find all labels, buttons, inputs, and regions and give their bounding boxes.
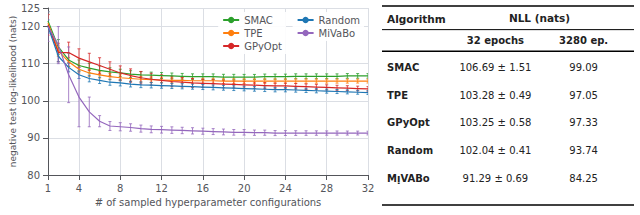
svg-text:97.05: 97.05 xyxy=(569,90,598,101)
svg-text:8: 8 xyxy=(117,183,123,194)
svg-text:32: 32 xyxy=(362,183,375,194)
svg-text:125: 125 xyxy=(21,3,40,14)
svg-text:97.33: 97.33 xyxy=(569,117,598,128)
svg-text:28: 28 xyxy=(320,183,333,194)
svg-text:TPE: TPE xyxy=(243,28,262,39)
svg-text:Algorithm: Algorithm xyxy=(387,13,446,25)
svg-text:3280 ep.: 3280 ep. xyxy=(559,35,608,46)
svg-text:120: 120 xyxy=(21,21,40,32)
svg-text:103.25 ± 0.58: 103.25 ± 0.58 xyxy=(459,117,531,128)
svg-text:80: 80 xyxy=(27,170,40,181)
svg-text:100: 100 xyxy=(21,95,40,106)
svg-text:Random: Random xyxy=(387,145,433,156)
svg-text:SMAC: SMAC xyxy=(244,15,273,26)
svg-text:84.25: 84.25 xyxy=(569,173,598,184)
svg-text:TPE: TPE xyxy=(387,90,408,101)
svg-text:SMAC: SMAC xyxy=(387,62,419,73)
svg-text:32 epochs: 32 epochs xyxy=(467,35,524,46)
svg-text:110: 110 xyxy=(21,58,40,69)
svg-text:91.29 ± 0.69: 91.29 ± 0.69 xyxy=(463,173,529,184)
svg-text:102.04 ± 0.41: 102.04 ± 0.41 xyxy=(459,145,531,156)
svg-text:GPyOpt: GPyOpt xyxy=(244,41,282,52)
svg-text:90: 90 xyxy=(27,132,40,143)
svg-text:MᴉVABᴏ: MᴉVABᴏ xyxy=(387,173,430,184)
svg-text:20: 20 xyxy=(238,183,251,194)
svg-text:4: 4 xyxy=(76,183,82,194)
svg-text:12: 12 xyxy=(155,183,168,194)
svg-text:93.74: 93.74 xyxy=(569,145,598,156)
svg-text:1: 1 xyxy=(45,183,51,194)
svg-text:negative test log-likelihood (: negative test log-likelihood (nats) xyxy=(8,16,18,168)
svg-text:# of sampled hyperparameter co: # of sampled hyperparameter configuratio… xyxy=(95,197,322,208)
svg-text:16: 16 xyxy=(196,183,209,194)
svg-text:106.69 ± 1.51: 106.69 ± 1.51 xyxy=(459,62,531,73)
svg-text:MiVaBo: MiVaBo xyxy=(319,28,356,39)
svg-text:103.28 ± 0.49: 103.28 ± 0.49 xyxy=(459,90,531,101)
svg-text:99.09: 99.09 xyxy=(569,62,598,73)
svg-text:24: 24 xyxy=(279,183,292,194)
svg-text:GPyOpt: GPyOpt xyxy=(387,117,430,128)
svg-text:NLL (nats): NLL (nats) xyxy=(509,12,570,24)
svg-text:Random: Random xyxy=(319,15,360,26)
